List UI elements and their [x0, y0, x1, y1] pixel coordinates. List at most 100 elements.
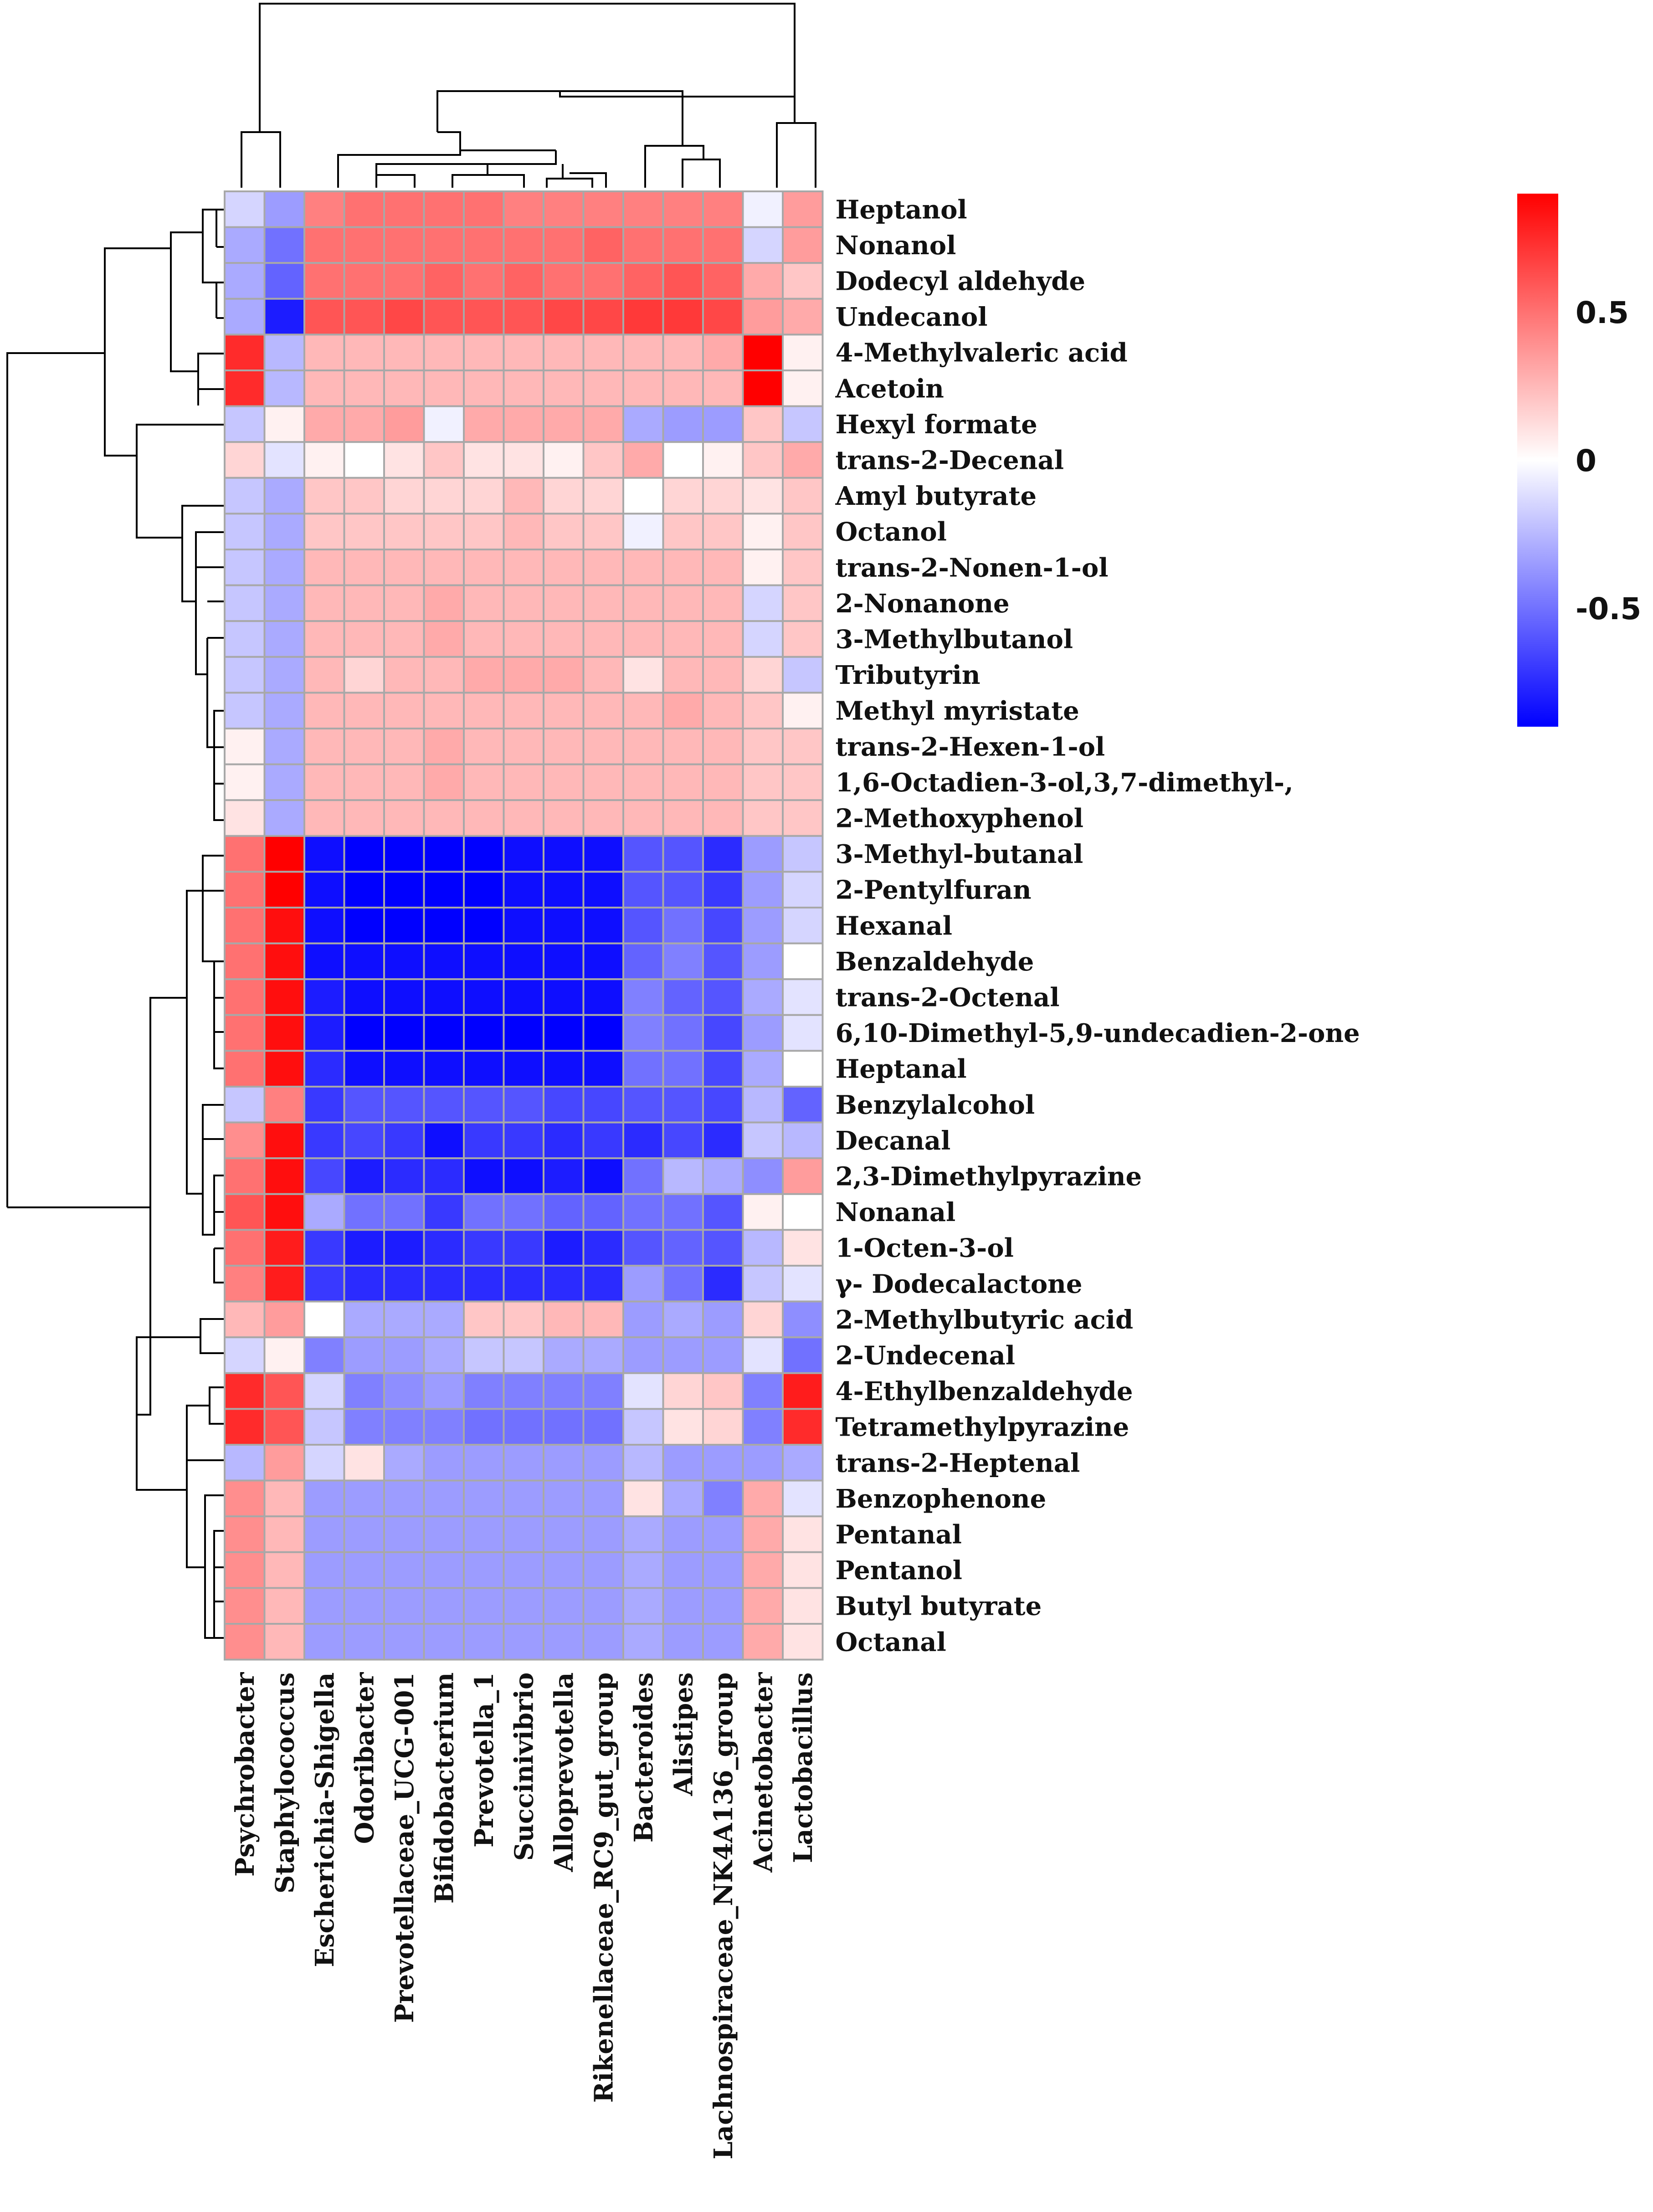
heatmap-cell-amyl-butyrate-staphylococcus [263, 477, 305, 515]
heatmap-cell-2-methylbutyric-acid-alistipes [662, 1300, 704, 1339]
heatmap-cell-benzaldehyde-odoribacter [343, 942, 385, 980]
heatmap-cell-trans-2-nonen-1-ol-alloprevotella [543, 549, 585, 586]
heatmap-cell-octanol-alistipes [662, 513, 704, 551]
heatmap-cell-2-methylbutyric-acid-rikenellaceae-rc9-gut-group [582, 1300, 624, 1339]
heatmap-cell-trans-2-octenal-escherichia-shigella [303, 978, 345, 1016]
row-label: trans-2-Hexen-1-ol [836, 732, 1105, 762]
heatmap-cell-heptanal-prevotella-1 [463, 1050, 505, 1088]
row-label: Butyl butyrate [836, 1591, 1042, 1622]
heatmap-cell-heptanol-alistipes [662, 190, 704, 228]
heatmap-cell-nonanal-escherichia-shigella [303, 1193, 345, 1231]
heatmap-cell-nonanal-odoribacter [343, 1193, 385, 1231]
heatmap-cell-6-10-dimethyl-5-9-undecadien-2-one-psychrobacter [224, 1014, 266, 1052]
heatmap-cell-4-methylvaleric-acid-rikenellaceae-rc9-gut-group [582, 334, 624, 372]
column-label: Lactobacillus [788, 1673, 818, 1863]
heatmap-cell-tributyrin-bifidobacterium [423, 656, 465, 694]
heatmap-cell-1-6-octadien-3-ol-3-7-dimethyl-psychrobacter [224, 763, 266, 801]
row-label: trans-2-Heptenal [836, 1448, 1080, 1478]
heatmap-cell-dodecalactone-staphylococcus [263, 1265, 305, 1303]
column-label: Acinetobacter [748, 1672, 778, 1873]
heatmap-cell-1-6-octadien-3-ol-3-7-dimethyl-bacteroides [622, 763, 664, 801]
heatmap-cell-benzophenone-alloprevotella [543, 1479, 585, 1518]
column-label: Prevotellaceae_UCG-001 [390, 1673, 420, 2023]
heatmap-cell-amyl-butyrate-alloprevotella [543, 477, 585, 515]
heatmap-cell-butyl-butyrate-alistipes [662, 1587, 704, 1625]
heatmap-cell-trans-2-decenal-odoribacter [343, 441, 385, 479]
heatmap-cell-butyl-butyrate-odoribacter [343, 1587, 385, 1625]
heatmap-cell-octanal-bacteroides [622, 1623, 664, 1661]
heatmap-cell-2-pentylfuran-bacteroides [622, 871, 664, 909]
heatmap-cell-4-methylvaleric-acid-psychrobacter [224, 334, 266, 372]
heatmap-cell-heptanal-escherichia-shigella [303, 1050, 345, 1088]
heatmap-cell-nonanol-prevotellaceae-ucg-001 [383, 226, 425, 264]
heatmap-cell-methyl-myristate-prevotella-1 [463, 692, 505, 730]
heatmap-cell-2-nonanone-escherichia-shigella [303, 584, 345, 622]
row-label: 4-Ethylbenzaldehyde [836, 1376, 1133, 1406]
heatmap-cell-1-6-octadien-3-ol-3-7-dimethyl-alloprevotella [543, 763, 585, 801]
heatmap-cell-1-octen-3-ol-succinivibrio [503, 1229, 544, 1267]
heatmap-cell-dodecyl-aldehyde-lachnospiraceae-nk4a136-group [702, 262, 744, 300]
heatmap-cell-hexanal-escherichia-shigella [303, 907, 345, 944]
heatmap-cell-1-6-octadien-3-ol-3-7-dimethyl-staphylococcus [263, 763, 305, 801]
heatmap-cell-heptanol-bifidobacterium [423, 190, 465, 228]
heatmap-cell-pentanol-lachnospiraceae-nk4a136-group [702, 1551, 744, 1589]
heatmap-cell-heptanol-alloprevotella [543, 190, 585, 228]
heatmap-cell-trans-2-nonen-1-ol-escherichia-shigella [303, 549, 345, 586]
heatmap-cell-trans-2-hexen-1-ol-staphylococcus [263, 728, 305, 765]
heatmap-cell-pentanol-escherichia-shigella [303, 1551, 345, 1589]
heatmap-cell-benzophenone-acinetobacter [742, 1479, 784, 1518]
heatmap-cell-1-octen-3-ol-bacteroides [622, 1229, 664, 1267]
heatmap-cell-3-methyl-butanal-staphylococcus [263, 835, 305, 873]
heatmap-cell-2-nonanone-lactobacillus [782, 584, 824, 622]
heatmap-cell-hexanal-succinivibrio [503, 907, 544, 944]
heatmap-cell-pentanol-prevotella-1 [463, 1551, 505, 1589]
heatmap-cell-acetoin-alloprevotella [543, 370, 585, 407]
row-label: Hexanal [836, 911, 952, 941]
heatmap-cell-pentanol-bifidobacterium [423, 1551, 465, 1589]
heatmap-cell-nonanal-succinivibrio [503, 1193, 544, 1231]
heatmap-cell-2-nonanone-prevotellaceae-ucg-001 [383, 584, 425, 622]
heatmap-cell-2-undecenal-alloprevotella [543, 1336, 585, 1374]
heatmap-cell-methyl-myristate-bacteroides [622, 692, 664, 730]
heatmap-cell-octanal-lachnospiraceae-nk4a136-group [702, 1623, 744, 1661]
heatmap-cell-benzaldehyde-bifidobacterium [423, 942, 465, 980]
heatmap-cell-benzophenone-succinivibrio [503, 1479, 544, 1518]
heatmap-cell-tetramethylpyrazine-alistipes [662, 1408, 704, 1446]
heatmap-cell-benzophenone-lachnospiraceae-nk4a136-group [702, 1479, 744, 1518]
heatmap-cell-dodecalactone-bacteroides [622, 1265, 664, 1303]
column-label: Prevotella_1 [469, 1673, 499, 1848]
heatmap-cell-2-methoxyphenol-succinivibrio [503, 799, 544, 837]
row-label: 1,6-Octadien-3-ol,3,7-dimethyl-, [836, 768, 1294, 798]
heatmap-cell-trans-2-decenal-staphylococcus [263, 441, 305, 479]
heatmap-cell-trans-2-hexen-1-ol-odoribacter [343, 728, 385, 765]
heatmap-cell-trans-2-decenal-acinetobacter [742, 441, 784, 479]
heatmap-cell-1-octen-3-ol-prevotellaceae-ucg-001 [383, 1229, 425, 1267]
heatmap-cell-2-nonanone-prevotella-1 [463, 584, 505, 622]
heatmap-cell-hexanal-rikenellaceae-rc9-gut-group [582, 907, 624, 944]
heatmap-cell-nonanol-acinetobacter [742, 226, 784, 264]
heatmap-cell-4-methylvaleric-acid-alloprevotella [543, 334, 585, 372]
column-label: Bacteroides [629, 1673, 659, 1843]
heatmap-cell-pentanal-prevotella-1 [463, 1515, 505, 1553]
heatmap-cell-nonanol-bifidobacterium [423, 226, 465, 264]
heatmap-cell-undecanol-prevotellaceae-ucg-001 [383, 298, 425, 336]
heatmap-cell-decanal-acinetobacter [742, 1121, 784, 1160]
heatmap-cell-heptanol-bacteroides [622, 190, 664, 228]
row-label: 3-Methylbutanol [836, 625, 1073, 655]
heatmap-cell-2-3-dimethylpyrazine-acinetobacter [742, 1157, 784, 1195]
heatmap-cell-1-octen-3-ol-alistipes [662, 1229, 704, 1267]
heatmap-cell-pentanol-staphylococcus [263, 1551, 305, 1589]
heatmap-cell-trans-2-octenal-bifidobacterium [423, 978, 465, 1016]
heatmap-cell-6-10-dimethyl-5-9-undecadien-2-one-alloprevotella [543, 1014, 585, 1052]
heatmap-cell-nonanal-staphylococcus [263, 1193, 305, 1231]
heatmap-cell-6-10-dimethyl-5-9-undecadien-2-one-bacteroides [622, 1014, 664, 1052]
heatmap-cell-2-nonanone-acinetobacter [742, 584, 784, 622]
heatmap-cell-pentanol-succinivibrio [503, 1551, 544, 1589]
heatmap-cell-acetoin-prevotella-1 [463, 370, 505, 407]
heatmap-cell-benzophenone-bacteroides [622, 1479, 664, 1518]
heatmap-cell-tetramethylpyrazine-odoribacter [343, 1408, 385, 1446]
heatmap-cell-butyl-butyrate-succinivibrio [503, 1587, 544, 1625]
heatmap-cell-hexanal-prevotella-1 [463, 907, 505, 944]
heatmap-cell-heptanol-lactobacillus [782, 190, 824, 228]
heatmap-cell-3-methyl-butanal-alloprevotella [543, 835, 585, 873]
